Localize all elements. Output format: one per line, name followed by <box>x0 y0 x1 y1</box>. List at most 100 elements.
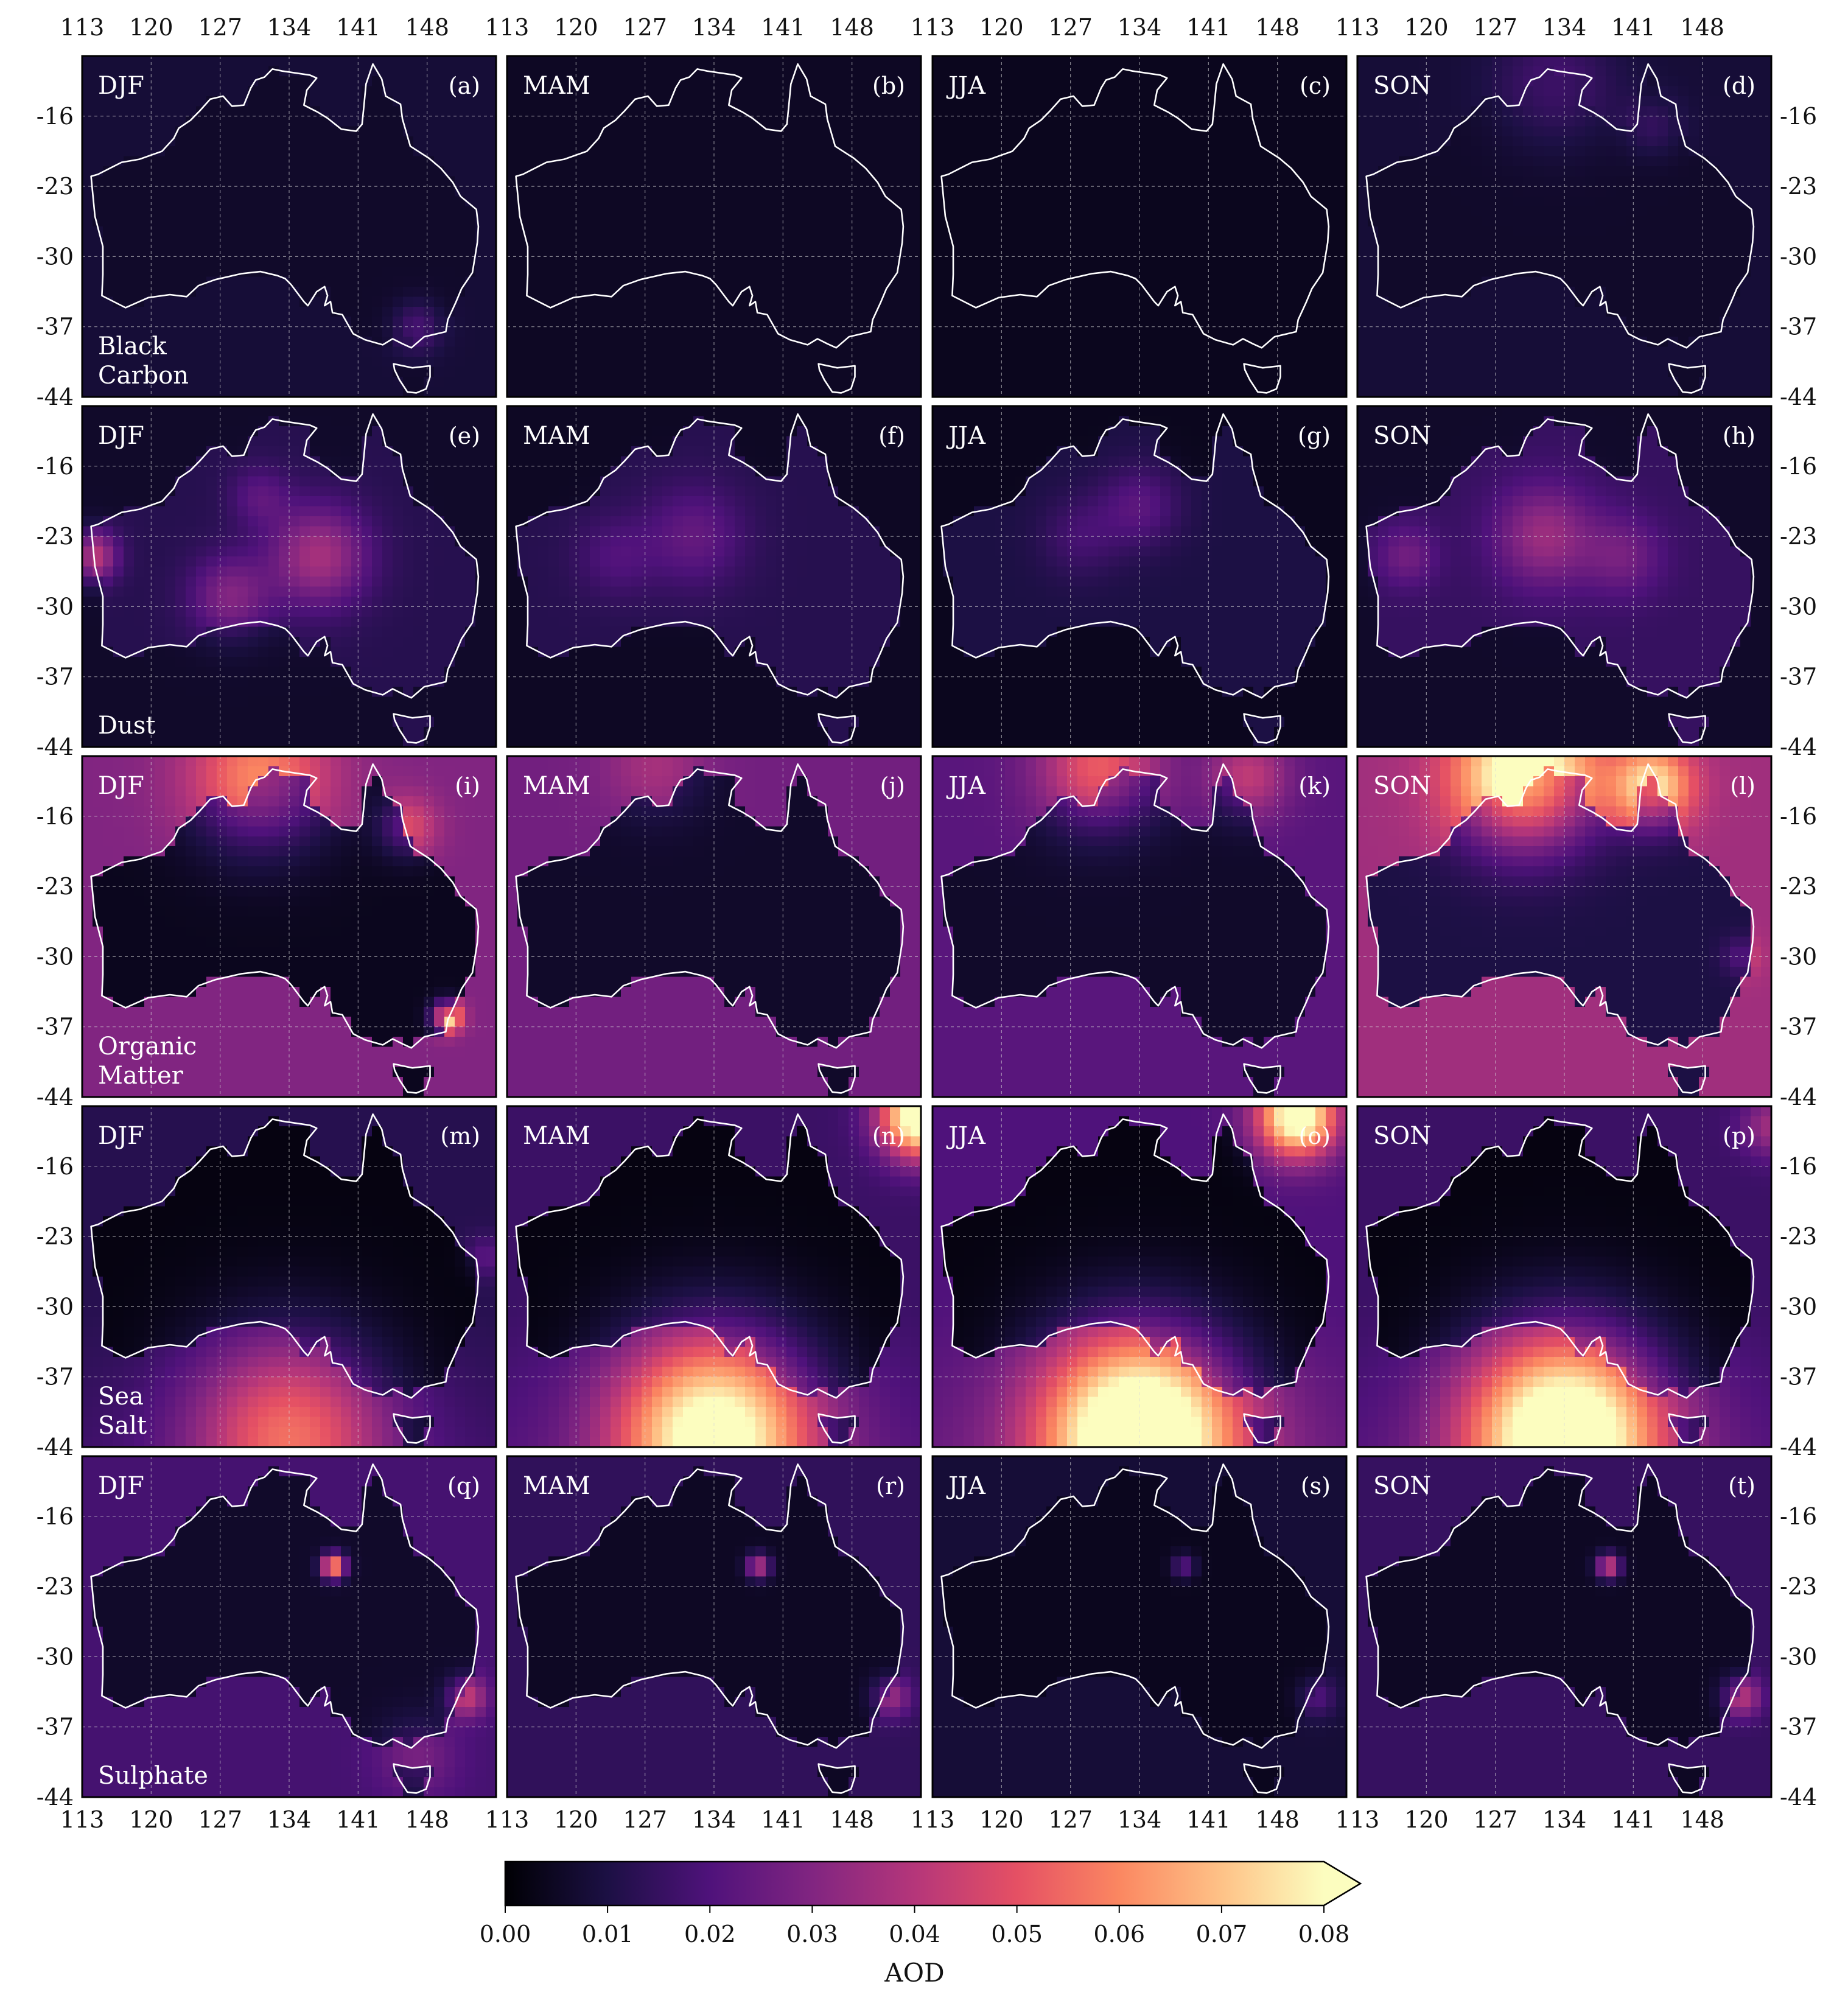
aod-cell <box>1119 126 1130 136</box>
aod-cell <box>1139 116 1150 127</box>
aod-cell <box>444 106 455 116</box>
aod-cell <box>475 317 486 327</box>
aod-cell <box>662 267 673 277</box>
aod-cell <box>1067 76 1078 86</box>
aod-cell <box>206 377 217 387</box>
aod-cell <box>279 296 290 307</box>
aod-cell <box>1036 146 1047 156</box>
aod-cell <box>714 166 725 177</box>
aod-cell <box>590 317 601 327</box>
aod-cell <box>1088 116 1099 127</box>
aod-cell <box>1326 126 1337 136</box>
aod-cell <box>1388 256 1399 267</box>
aod-cell <box>1295 247 1306 257</box>
aod-cell <box>268 136 279 147</box>
aod-cell <box>911 287 922 297</box>
aod-cell <box>486 347 497 357</box>
aod-cell <box>683 116 694 127</box>
aod-cell <box>1129 307 1140 317</box>
aod-cell <box>1492 206 1503 217</box>
aod-cell <box>248 256 259 267</box>
aod-cell <box>704 337 715 347</box>
aod-cell <box>1119 256 1130 267</box>
aod-cell <box>1305 197 1316 207</box>
aod-cell <box>745 367 756 377</box>
aod-cell <box>859 256 870 267</box>
aod-cell <box>755 86 766 96</box>
aod-cell <box>279 156 290 167</box>
aod-cell <box>1523 166 1534 177</box>
aod-cell <box>673 357 684 367</box>
aod-cell <box>113 307 124 317</box>
aod-cell <box>144 166 155 177</box>
aod-cell <box>1088 86 1099 96</box>
aod-cell <box>1222 367 1233 377</box>
aod-cell <box>289 197 300 207</box>
aod-cell <box>1440 126 1451 136</box>
aod-cell <box>1284 317 1295 327</box>
aod-cell <box>724 377 735 387</box>
aod-cell <box>964 317 975 327</box>
aod-cell <box>403 96 414 107</box>
aod-cell <box>662 327 673 337</box>
aod-cell <box>393 197 404 207</box>
aod-cell <box>1233 327 1244 337</box>
aod-cell <box>1575 256 1586 267</box>
aod-cell <box>974 186 985 197</box>
aod-cell <box>289 256 300 267</box>
aod-cell <box>807 287 818 297</box>
aod-cell <box>1129 387 1140 398</box>
aod-cell <box>1098 177 1109 187</box>
aod-cell <box>1336 307 1347 317</box>
aod-cell <box>186 96 197 107</box>
aod-cell <box>1108 357 1119 367</box>
aod-cell <box>890 347 901 357</box>
aod-cell <box>600 86 611 96</box>
aod-cell <box>900 166 911 177</box>
aod-cell <box>517 156 528 167</box>
aod-cell <box>1015 86 1026 96</box>
aod-cell <box>1575 116 1586 127</box>
aod-cell <box>455 116 466 127</box>
aod-cell <box>859 116 870 127</box>
aod-cell <box>1730 156 1741 167</box>
aod-cell <box>1171 197 1181 207</box>
aod-cell <box>953 136 964 147</box>
aod-cell <box>838 206 849 217</box>
aod-cell <box>1357 256 1368 267</box>
aod-cell <box>1233 387 1244 398</box>
aod-cell <box>673 186 684 197</box>
aod-cell <box>217 106 228 116</box>
aod-cell <box>1668 226 1679 237</box>
aod-cell <box>1015 387 1026 398</box>
aod-cell <box>372 247 383 257</box>
aod-cell <box>1171 76 1181 86</box>
aod-cell <box>1191 367 1202 377</box>
aod-cell <box>776 197 787 207</box>
aod-cell <box>403 287 414 297</box>
aod-cell <box>984 357 995 367</box>
aod-cell <box>611 347 621 357</box>
aod-cell <box>413 177 424 187</box>
aod-cell <box>455 256 466 267</box>
aod-cell <box>1326 256 1337 267</box>
aod-cell <box>1761 86 1772 96</box>
aod-cell <box>600 327 611 337</box>
aod-cell <box>1005 126 1016 136</box>
aod-cell <box>1440 86 1451 96</box>
aod-cell <box>559 347 570 357</box>
panel-grid: DJF(a)BlackCarbonMAM(b)JJA(c)SON(d)DJF(e… <box>82 56 1772 1798</box>
aod-cell <box>186 267 197 277</box>
aod-cell <box>807 186 818 197</box>
aod-cell <box>341 76 352 86</box>
aod-cell <box>1326 287 1337 297</box>
aod-cell <box>1647 86 1658 96</box>
aod-cell <box>1036 236 1047 247</box>
aod-cell <box>1678 96 1689 107</box>
aod-cell <box>1730 106 1741 116</box>
aod-cell <box>1191 177 1202 187</box>
aod-cell <box>1202 206 1213 217</box>
aod-cell <box>1523 146 1534 156</box>
aod-cell <box>1191 287 1202 297</box>
